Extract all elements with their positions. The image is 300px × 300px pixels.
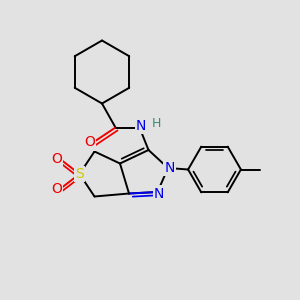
Text: N: N <box>154 187 164 200</box>
Text: N: N <box>136 119 146 133</box>
Text: S: S <box>75 167 84 181</box>
Text: O: O <box>51 152 62 166</box>
Text: H: H <box>152 117 162 130</box>
Text: N: N <box>164 161 175 175</box>
Text: O: O <box>51 182 62 196</box>
Text: O: O <box>84 136 95 149</box>
